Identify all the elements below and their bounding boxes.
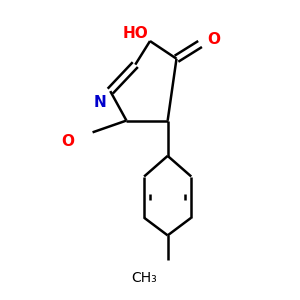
- Text: O: O: [207, 32, 220, 47]
- Text: N: N: [94, 95, 106, 110]
- Text: O: O: [61, 134, 74, 149]
- Text: HO: HO: [123, 26, 148, 41]
- Text: CH₃: CH₃: [131, 271, 157, 285]
